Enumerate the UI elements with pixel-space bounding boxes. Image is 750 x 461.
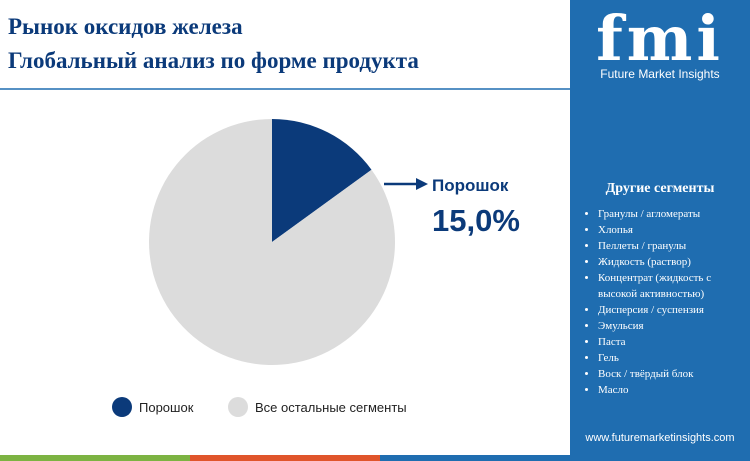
- segment-item: Гранулы / агломераты: [598, 206, 748, 222]
- callout-label: Порошок: [432, 176, 509, 195]
- strip: [190, 455, 380, 461]
- brand: Future Market Insights: [600, 67, 720, 81]
- segment-item: Гель: [598, 350, 748, 366]
- segment-item: Дисперсия / суспензия: [598, 302, 748, 318]
- chart-title: Рынок оксидов железа: [8, 14, 243, 39]
- segment-item: Концентрат (жидкость с высокой активност…: [598, 270, 748, 302]
- segment-item: Паста: [598, 334, 748, 350]
- segment-item: Эмульсия: [598, 318, 748, 334]
- arrow-head: [416, 178, 428, 190]
- pie-slice: [149, 119, 396, 365]
- sidebar: fmi Future Market Insights Другие сегмен…: [570, 0, 750, 455]
- legend-swatch: [228, 397, 248, 417]
- legend-label: Порошок: [139, 400, 194, 415]
- sidebar-heading: Другие сегменты: [605, 181, 715, 196]
- segment-item: Воск / твёрдый блок: [598, 366, 748, 382]
- strip: [380, 455, 750, 461]
- chart-subtitle: Глобальный анализ по форме продукта: [8, 48, 419, 73]
- legend-label: Все остальные сегменты: [255, 400, 407, 415]
- segment-item: Масло: [598, 382, 748, 398]
- segment-list: Гранулы / агломератыХлопьяПеллеты / гран…: [584, 206, 748, 398]
- legend-swatch: [112, 397, 132, 417]
- segment-item: Пеллеты / гранулы: [598, 238, 748, 254]
- logo: fmi: [596, 2, 724, 75]
- chart: Рынок оксидов железа Глобальный анализ п…: [0, 14, 570, 417]
- segment-item: Жидкость (раствор): [598, 254, 748, 270]
- value-label: 15,0%: [432, 203, 520, 238]
- segment-item: Хлопья: [598, 222, 748, 238]
- pie-slice: [272, 119, 372, 242]
- website: www.futuremarketinsights.com: [585, 432, 735, 444]
- strip: [0, 455, 190, 461]
